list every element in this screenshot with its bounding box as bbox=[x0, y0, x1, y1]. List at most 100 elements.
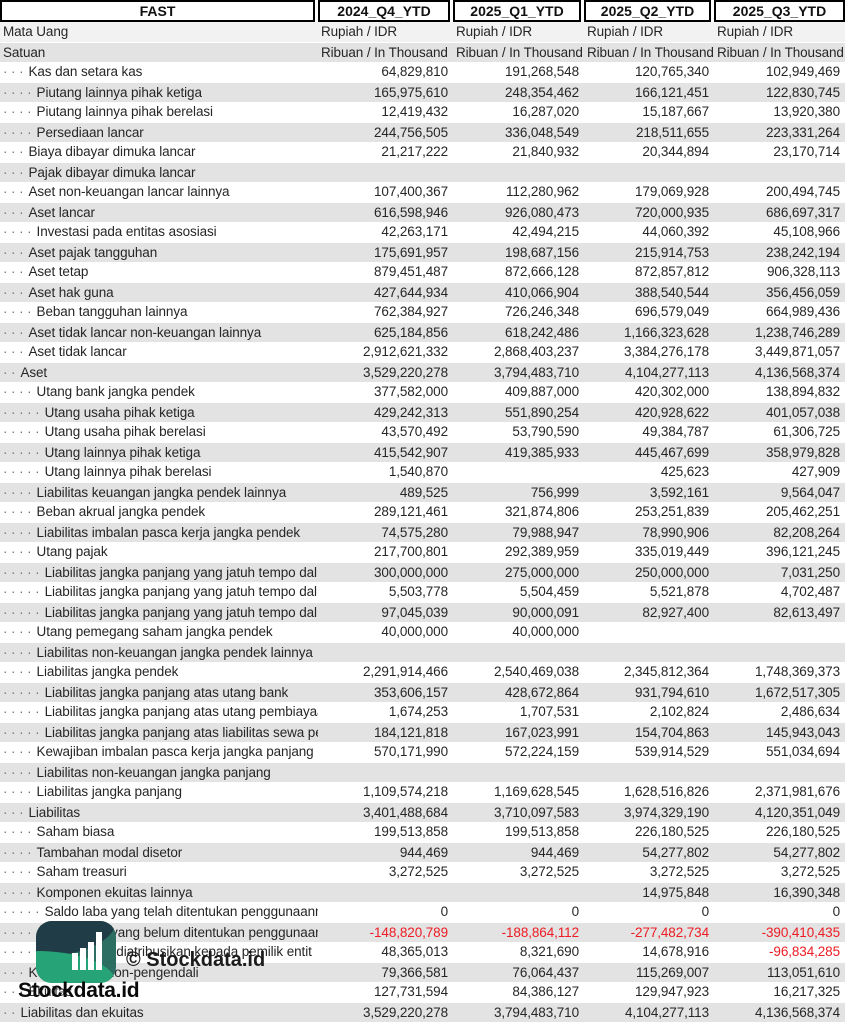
cell-value[interactable]: 253,251,839 bbox=[635, 504, 709, 519]
row-label[interactable]: · · · · Liabilitas non-keuangan jangka pa… bbox=[0, 763, 318, 782]
cell-value[interactable]: 5,503,778 bbox=[388, 584, 448, 599]
cell-value[interactable]: 720,000,935 bbox=[635, 205, 709, 220]
cell-value[interactable]: 539,914,529 bbox=[635, 744, 709, 759]
cell-value[interactable]: 696,579,049 bbox=[635, 304, 709, 319]
cell-value[interactable]: 664,989,436 bbox=[766, 304, 840, 319]
row-label[interactable]: · · Liabilitas dan ekuitas bbox=[0, 1003, 318, 1022]
cell-value[interactable]: 64,829,810 bbox=[381, 64, 448, 79]
cell-value[interactable]: 906,328,113 bbox=[767, 264, 840, 279]
row-label[interactable]: · · · Aset hak guna bbox=[0, 283, 318, 302]
row-label[interactable]: · · · Aset tidak lancar bbox=[0, 342, 318, 362]
cell-value[interactable] bbox=[453, 462, 584, 482]
cell-value[interactable] bbox=[584, 163, 714, 182]
cell-value[interactable]: 1,628,516,826 bbox=[623, 784, 709, 799]
cell-value[interactable]: 275,000,000 bbox=[505, 565, 579, 580]
cell-value[interactable]: 1,166,323,628 bbox=[623, 325, 709, 340]
cell-value[interactable]: Ribuan / In Thousand bbox=[321, 45, 448, 60]
row-label[interactable]: · · · · Liabilitas keuangan jangka pendek… bbox=[0, 483, 318, 502]
row-label[interactable]: · · · Pajak dibayar dimuka lancar bbox=[0, 163, 318, 182]
cell-value[interactable]: 42,263,171 bbox=[381, 224, 448, 239]
cell-value[interactable]: 321,874,806 bbox=[505, 504, 579, 519]
cell-value[interactable]: 4,136,568,374 bbox=[754, 365, 840, 380]
cell-value[interactable]: 54,277,802 bbox=[642, 845, 709, 860]
cell-value[interactable]: 0 bbox=[832, 904, 841, 919]
cell-value[interactable] bbox=[584, 643, 714, 662]
cell-value[interactable]: 42,494,215 bbox=[512, 224, 579, 239]
cell-value[interactable] bbox=[318, 643, 453, 662]
row-label[interactable]: · · · · Liabilitas jangka pendek bbox=[0, 662, 318, 682]
col-header-2025-q1[interactable]: 2025_Q1_YTD bbox=[453, 0, 581, 22]
row-label[interactable]: · · · Aset tetap bbox=[0, 262, 318, 282]
cell-value[interactable]: 1,707,531 bbox=[519, 704, 579, 719]
cell-value[interactable]: -390,410,435 bbox=[761, 925, 840, 940]
row-label[interactable]: · · · · Piutang lainnya pihak berelasi bbox=[0, 102, 318, 122]
cell-value[interactable]: 336,048,549 bbox=[505, 125, 579, 140]
cell-value[interactable]: 122,830,745 bbox=[766, 85, 840, 100]
row-label[interactable]: · · · · Liabilitas imbalan pasca kerja ja… bbox=[0, 523, 318, 542]
cell-value[interactable]: Rupiah / IDR bbox=[456, 24, 533, 39]
cell-value[interactable]: 14,975,848 bbox=[642, 885, 709, 900]
cell-value[interactable]: 82,613,497 bbox=[773, 605, 840, 620]
cell-value[interactable]: 238,242,194 bbox=[766, 245, 840, 260]
cell-value[interactable]: 217,700,801 bbox=[374, 544, 448, 559]
cell-value[interactable]: 79,988,947 bbox=[512, 525, 579, 540]
cell-value[interactable]: 53,790,590 bbox=[512, 424, 579, 439]
row-label[interactable]: · · · · · Liabilitas jangka panjang atas … bbox=[0, 723, 318, 742]
cell-value[interactable]: Ribuan / In Thousand bbox=[456, 45, 583, 60]
row-label[interactable]: · · · · · Utang lainnya pihak ketiga bbox=[0, 443, 318, 462]
cell-value[interactable]: 16,217,325 bbox=[773, 984, 840, 999]
cell-value[interactable]: 428,672,864 bbox=[505, 685, 579, 700]
cell-value[interactable]: -96,834,285 bbox=[769, 944, 840, 959]
cell-value[interactable]: 179,069,928 bbox=[635, 184, 709, 199]
cell-value[interactable]: 3,794,483,710 bbox=[493, 365, 579, 380]
cell-value[interactable]: 3,794,483,710 bbox=[493, 1005, 579, 1020]
row-label[interactable]: · · · Aset pajak tangguhan bbox=[0, 243, 318, 262]
cell-value[interactable]: 45,108,966 bbox=[773, 224, 840, 239]
cell-value[interactable]: 23,170,714 bbox=[773, 144, 840, 159]
row-label[interactable]: Satuan bbox=[0, 43, 318, 62]
cell-value[interactable]: Rupiah / IDR bbox=[587, 24, 664, 39]
cell-value[interactable]: Rupiah / IDR bbox=[717, 24, 794, 39]
cell-value[interactable] bbox=[584, 622, 714, 642]
cell-value[interactable]: 129,947,923 bbox=[635, 984, 709, 999]
cell-value[interactable]: 944,469 bbox=[399, 845, 448, 860]
cell-value[interactable]: 90,000,091 bbox=[512, 605, 579, 620]
cell-value[interactable]: 445,467,699 bbox=[635, 445, 709, 460]
cell-value[interactable]: 82,208,264 bbox=[773, 525, 840, 540]
row-label[interactable]: · · · · · Liabilitas jangka panjang yang … bbox=[0, 563, 318, 582]
cell-value[interactable]: 2,540,469,038 bbox=[493, 664, 579, 679]
row-label[interactable]: · · · · Tambahan modal disetor bbox=[0, 843, 318, 862]
cell-value[interactable]: 3,449,871,057 bbox=[754, 344, 840, 359]
cell-value[interactable]: 410,066,904 bbox=[505, 285, 579, 300]
cell-value[interactable]: 166,121,451 bbox=[635, 85, 709, 100]
row-label[interactable]: · · · · · Liabilitas jangka panjang yang … bbox=[0, 582, 318, 602]
cell-value[interactable]: 2,486,634 bbox=[780, 704, 840, 719]
row-label[interactable]: · · · · · Utang usaha pihak berelasi bbox=[0, 422, 318, 442]
cell-value[interactable]: 248,354,462 bbox=[505, 85, 579, 100]
cell-value[interactable]: 16,287,020 bbox=[512, 104, 579, 119]
row-label[interactable]: · · · · Saham treasuri bbox=[0, 862, 318, 882]
cell-value[interactable]: 879,451,487 bbox=[374, 264, 448, 279]
cell-value[interactable]: 2,912,621,332 bbox=[362, 344, 448, 359]
cell-value[interactable]: 14,678,916 bbox=[642, 944, 709, 959]
cell-value[interactable]: -148,820,789 bbox=[369, 925, 448, 940]
cell-value[interactable]: 0 bbox=[571, 904, 580, 919]
cell-value[interactable]: 82,927,400 bbox=[642, 605, 709, 620]
cell-value[interactable]: 0 bbox=[440, 904, 449, 919]
col-header-2025-q2[interactable]: 2025_Q2_YTD bbox=[584, 0, 711, 22]
cell-value[interactable]: 401,057,038 bbox=[766, 405, 840, 420]
cell-value[interactable]: 218,511,655 bbox=[636, 125, 709, 140]
cell-value[interactable]: 425,623 bbox=[660, 464, 709, 479]
cell-value[interactable] bbox=[453, 643, 584, 662]
cell-value[interactable]: 726,246,348 bbox=[505, 304, 579, 319]
cell-value[interactable]: 289,121,461 bbox=[374, 504, 448, 519]
row-label[interactable]: · · · · · Utang usaha pihak ketiga bbox=[0, 403, 318, 422]
cell-value[interactable]: 191,268,548 bbox=[505, 64, 579, 79]
cell-value[interactable]: 616,598,946 bbox=[374, 205, 448, 220]
cell-value[interactable]: 356,456,059 bbox=[766, 285, 840, 300]
cell-value[interactable]: 198,687,156 bbox=[505, 245, 579, 260]
cell-value[interactable]: 625,184,856 bbox=[374, 325, 448, 340]
cell-value[interactable]: 686,697,317 bbox=[766, 205, 840, 220]
cell-value[interactable]: 4,104,277,113 bbox=[624, 1005, 709, 1020]
row-label[interactable]: · · · · Beban akrual jangka pendek bbox=[0, 502, 318, 522]
